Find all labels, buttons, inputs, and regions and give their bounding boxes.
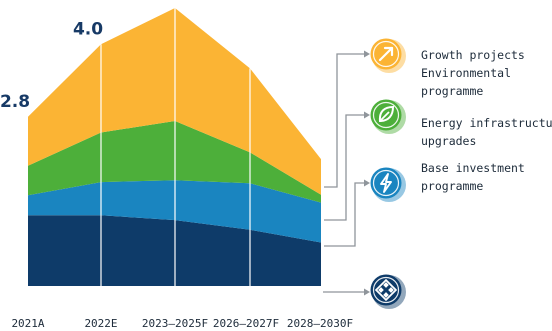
diamond-grid-icon [370,274,406,309]
connector-base-investment [324,182,365,247]
growth-arrow-icon [370,38,406,73]
lightning-icon [370,167,406,202]
legend-label-growth-projects: programme [421,84,483,98]
x-tick-label: 2023–2025F [142,317,208,330]
x-axis-tick-labels: 2021A 2022E 2023–2025F 2026–2027F 2028–2030F [11,317,353,330]
legend-label-energy-infrastructure: Energy infrastructure [421,116,552,130]
category-dividers [100,8,251,286]
legend-label-growth-projects: Environmental [421,66,511,80]
connector-energy-infrastructure [324,114,365,221]
value-label-1: 4.0 [73,19,103,39]
leaf-icon [370,99,406,134]
x-tick-label: 2021A [11,317,44,330]
x-tick-label: 2028–2030F [287,317,353,330]
legend-connectors [323,50,370,296]
legend-label-growth-projects: Growth projects [421,48,525,62]
connector-arrowhead [364,50,370,58]
value-label-0: 2.8 [0,92,30,112]
legend-label-base-investment: programme [421,179,483,193]
value-labels: 2.8 4.0 [0,19,103,112]
legend-label-base-investment: Base investment [421,161,525,175]
connector-arrowhead [364,111,370,119]
legend-label-energy-infrastructure: upgrades [421,134,476,148]
connector-arrowhead [364,288,370,296]
x-tick-label: 2022E [84,317,117,330]
connector-arrowhead [364,179,370,187]
legend: Base investment programme Energy infrastru… [370,38,552,309]
connector-growth-projects [324,53,365,188]
x-tick-label: 2026–2027F [213,317,279,330]
